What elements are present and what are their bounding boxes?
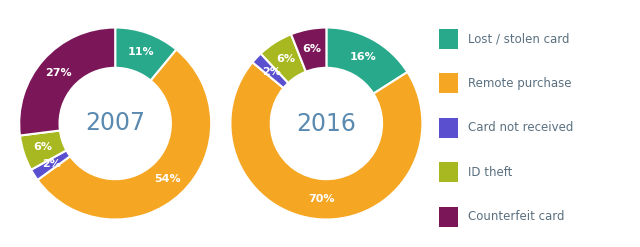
Wedge shape bbox=[31, 150, 70, 180]
FancyBboxPatch shape bbox=[439, 29, 458, 49]
Text: Remote purchase: Remote purchase bbox=[468, 77, 572, 90]
Text: 6%: 6% bbox=[276, 55, 295, 64]
Text: 54%: 54% bbox=[154, 174, 180, 184]
Text: 2%: 2% bbox=[42, 159, 61, 169]
Text: 11%: 11% bbox=[127, 47, 154, 57]
Text: Card not received: Card not received bbox=[468, 122, 573, 134]
FancyBboxPatch shape bbox=[439, 118, 458, 138]
Wedge shape bbox=[252, 54, 288, 88]
Wedge shape bbox=[115, 27, 177, 81]
Text: 6%: 6% bbox=[303, 44, 322, 54]
Text: ID theft: ID theft bbox=[468, 166, 513, 179]
Text: 6%: 6% bbox=[33, 142, 52, 152]
Wedge shape bbox=[230, 62, 422, 220]
Text: 70%: 70% bbox=[308, 194, 335, 204]
Text: Lost / stolen card: Lost / stolen card bbox=[468, 33, 570, 45]
FancyBboxPatch shape bbox=[439, 163, 458, 183]
Text: 27%: 27% bbox=[45, 68, 72, 78]
Wedge shape bbox=[326, 27, 408, 94]
Wedge shape bbox=[291, 27, 326, 72]
Wedge shape bbox=[19, 27, 115, 136]
Wedge shape bbox=[20, 130, 67, 170]
Wedge shape bbox=[38, 50, 211, 220]
FancyBboxPatch shape bbox=[439, 207, 458, 227]
Text: Counterfeit card: Counterfeit card bbox=[468, 210, 564, 223]
Text: 2016: 2016 bbox=[296, 111, 356, 136]
Text: 2%: 2% bbox=[262, 67, 280, 77]
Wedge shape bbox=[260, 34, 306, 83]
Text: 2007: 2007 bbox=[85, 111, 145, 136]
FancyBboxPatch shape bbox=[439, 74, 458, 94]
Text: 16%: 16% bbox=[349, 52, 376, 62]
